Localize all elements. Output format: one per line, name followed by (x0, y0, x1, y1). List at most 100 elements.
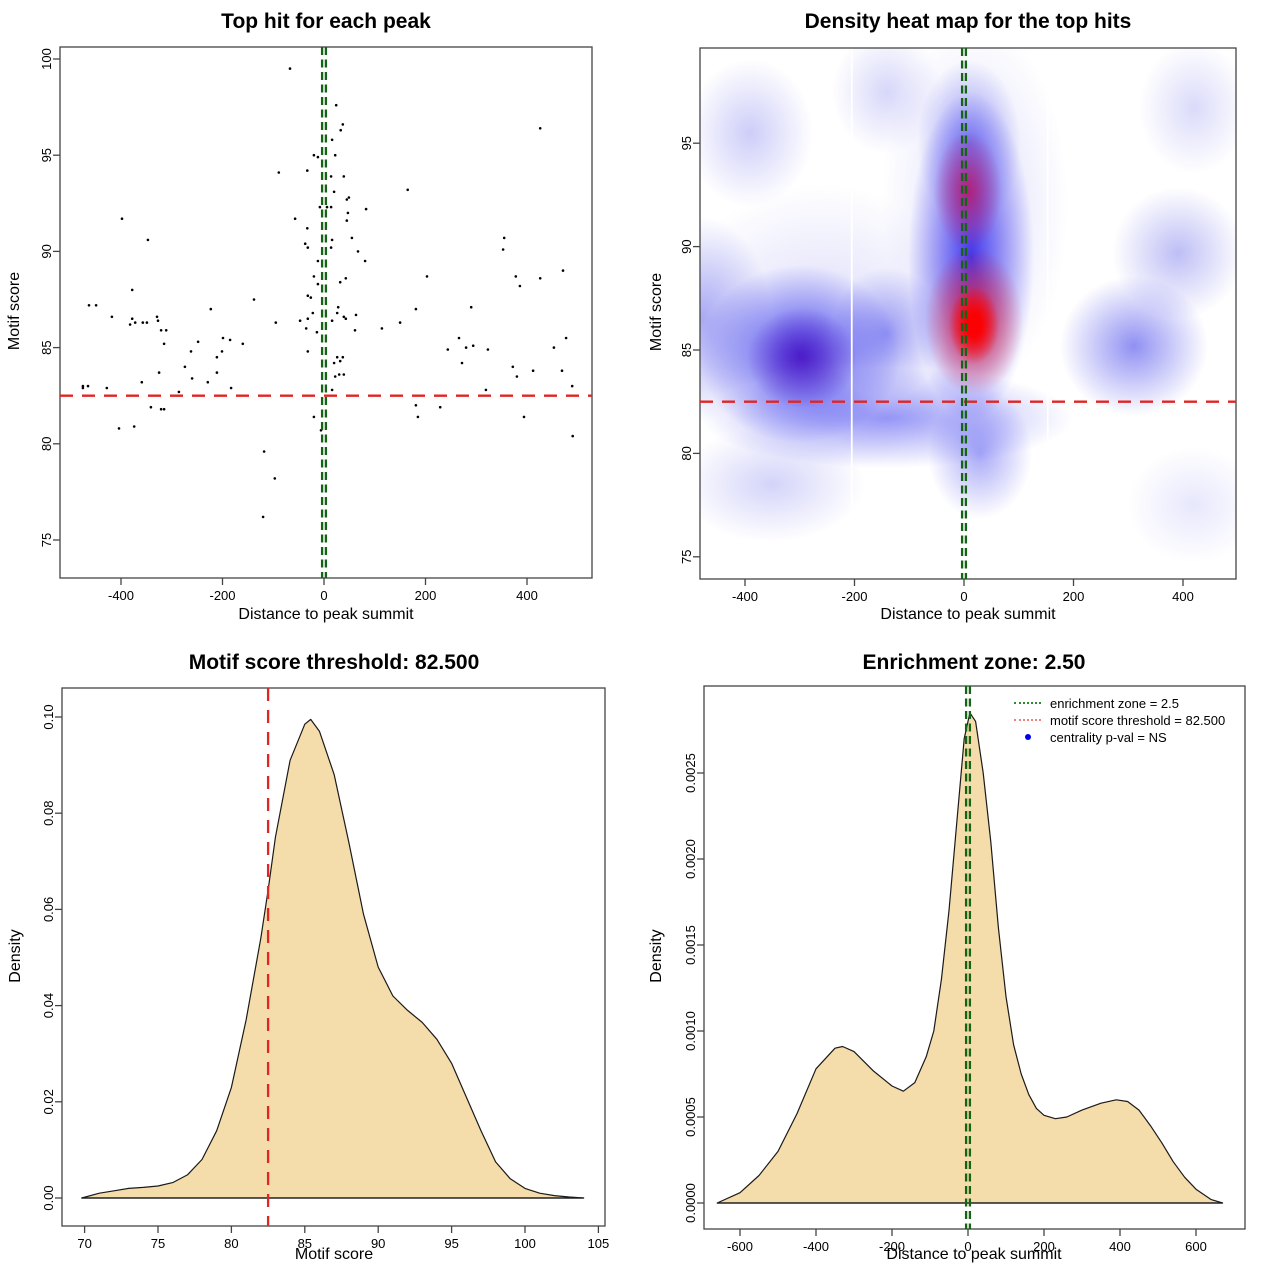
scatter-point (486, 348, 490, 351)
scatter-point (469, 305, 473, 309)
scatter-point (316, 259, 320, 263)
scatter-point (157, 371, 161, 374)
scatter-y-tick-label: 80 (39, 437, 54, 451)
scatter-point (364, 207, 368, 211)
scatter-point (416, 415, 420, 419)
score-density-y-tick-label: 0.06 (41, 897, 56, 922)
scatter-point (132, 425, 136, 428)
scatter-point (306, 246, 310, 249)
scatter-point (471, 344, 475, 348)
distance-density-y-tick-label: 0.0020 (683, 839, 698, 879)
score-density-y-tick-label: 0.00 (41, 1185, 56, 1210)
scatter-point (538, 277, 542, 280)
scatter-point (298, 319, 302, 323)
scatter-point (229, 386, 233, 390)
scatter-point (363, 259, 367, 263)
scatter-point (560, 369, 564, 373)
scatter-point (261, 515, 265, 519)
scatter-x-tick-label: 0 (320, 588, 327, 603)
scatter-point (162, 342, 166, 346)
score-density-y-tick-label: 0.10 (41, 704, 56, 729)
scatter-point (81, 386, 85, 390)
scatter-point (338, 280, 342, 284)
scatter-point (522, 415, 526, 419)
scatter-point (312, 415, 316, 419)
scatter-point (332, 361, 336, 365)
scatter-point (464, 346, 468, 349)
scatter-point (277, 171, 281, 174)
scatter-point (306, 350, 310, 353)
distance-density-y-tick-label: 0.0000 (683, 1183, 698, 1223)
scatter-point (303, 242, 307, 245)
heatmap-y-tick-label: 85 (679, 343, 694, 357)
scatter-point (339, 128, 343, 132)
scatter-point (81, 384, 85, 388)
scatter-point (330, 388, 334, 392)
scatter-point (345, 219, 349, 222)
distance-density-x-tick-label: -400 (803, 1239, 829, 1254)
scatter-point (538, 127, 542, 130)
heatmap-x-tick-label: 400 (1172, 589, 1194, 604)
scatter-point (130, 317, 134, 321)
score-density-ylabel: Density (7, 929, 24, 983)
scatter-point (332, 190, 336, 194)
scatter-point (183, 365, 187, 369)
scatter-point (190, 377, 194, 380)
scatter-point (341, 123, 345, 126)
legend-label: centrality p-val = NS (1050, 729, 1167, 745)
scatter-point (414, 307, 418, 311)
score-density-y-tick-label: 0.02 (41, 1089, 56, 1114)
scatter-point (346, 211, 350, 215)
scatter-point (252, 298, 256, 301)
distance-density-y-tick-label: 0.0025 (683, 753, 698, 793)
scatter-point (335, 311, 339, 315)
distance-density-x-tick-label: 400 (1109, 1239, 1131, 1254)
scatter-point (571, 434, 574, 438)
heatmap-x-tick-label: 200 (1063, 589, 1085, 604)
scatter-x-tick-label: 400 (516, 588, 538, 603)
scatter-point (105, 386, 109, 390)
score-density-plot-box (61, 687, 606, 1227)
scatter-point (273, 477, 277, 480)
scatter-point (329, 246, 333, 249)
distance-density-y-tick-label: 0.0015 (683, 925, 698, 965)
scatter-point (159, 329, 163, 332)
scatter-point (196, 340, 200, 344)
scatter-point (215, 355, 219, 359)
scatter-title: Top hit for each peak (221, 10, 431, 33)
scatter-point (334, 103, 338, 107)
scatter-point (561, 269, 565, 272)
scatter-point (209, 307, 213, 311)
scatter-point (414, 404, 418, 407)
scatter-point (341, 355, 345, 359)
scatter-point (531, 369, 535, 373)
scatter-point (312, 153, 316, 157)
scatter-point (318, 205, 322, 209)
scatter-point (146, 238, 150, 242)
scatter-point (228, 338, 232, 342)
scatter-point (145, 321, 149, 324)
scatter-point (446, 348, 450, 351)
enrichment-xlabel: Distance to peak summit (886, 1246, 1062, 1263)
scatter-point (330, 238, 334, 242)
legend-label: enrichment zone = 2.5 (1050, 695, 1179, 711)
legend-item-score-threshold: motif score threshold = 82.500 (1014, 712, 1225, 728)
scatter-point (342, 175, 346, 178)
score-density-x-tick-label: 105 (588, 1236, 610, 1251)
scatter-point (140, 380, 144, 384)
heatmap-y-tick-label: 90 (679, 239, 694, 253)
heatmap-x-tick-label: 0 (960, 589, 967, 604)
scatter-point (342, 373, 346, 376)
scatter-point (110, 315, 114, 319)
scatter-x-tick-label: 200 (415, 588, 437, 603)
heatmap-surface (700, 48, 1236, 579)
scatter-point (398, 321, 402, 324)
scatter-point (117, 427, 121, 430)
scatter-point (159, 407, 163, 411)
scatter-point (86, 384, 90, 388)
scatter-ylabel: Motif score (6, 271, 23, 351)
enrichment-ylabel: Density (648, 929, 665, 983)
scatter-point (406, 188, 410, 192)
score-density-x-tick-label: 75 (151, 1236, 165, 1251)
